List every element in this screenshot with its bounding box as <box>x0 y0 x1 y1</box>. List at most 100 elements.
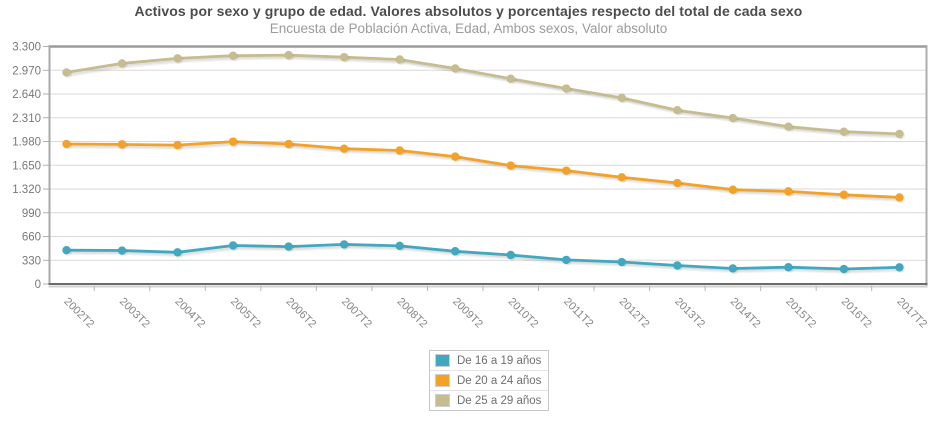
data-point[interactable] <box>62 245 71 255</box>
y-tick-label: 2.970 <box>12 65 41 77</box>
series-line-shadow <box>69 56 903 139</box>
data-point[interactable] <box>839 127 849 136</box>
data-point[interactable] <box>395 241 404 251</box>
gridlines <box>49 69 927 261</box>
data-point[interactable] <box>562 166 571 175</box>
x-tick-label: 2010T2 <box>506 296 541 331</box>
legend-label-25-29: De 25 a 29 años <box>457 394 542 407</box>
x-tick-label: 2009T2 <box>450 296 485 331</box>
data-point[interactable] <box>228 241 238 250</box>
y-tick-label: 2.310 <box>12 113 41 125</box>
y-tick-label: 330 <box>22 255 41 267</box>
series-1 <box>62 137 906 204</box>
y-tick-label: 990 <box>22 208 41 220</box>
data-point[interactable] <box>728 264 738 273</box>
data-point[interactable] <box>173 140 182 150</box>
data-point[interactable] <box>617 257 626 267</box>
data-point[interactable] <box>562 84 571 93</box>
legend-item-25-29: De 25 a 29 años <box>430 390 549 410</box>
data-point[interactable] <box>117 246 127 255</box>
series-2 <box>62 50 906 140</box>
x-tick-label: 2003T2 <box>117 296 152 331</box>
chart-legend: De 16 a 19 años De 20 a 24 años De 25 a … <box>429 350 550 411</box>
data-point[interactable] <box>228 137 238 146</box>
series-line-shadow <box>68 55 902 138</box>
data-point[interactable] <box>506 250 515 260</box>
data-point[interactable] <box>284 50 293 60</box>
data-point[interactable] <box>173 248 182 257</box>
data-point[interactable] <box>895 193 904 202</box>
x-tick-label: 2002T2 <box>61 296 96 331</box>
legend-label-16-19: De 16 a 19 años <box>457 354 542 367</box>
x-tick-label: 2004T2 <box>172 296 207 331</box>
data-point[interactable] <box>506 161 515 170</box>
x-tick-label: 2006T2 <box>283 296 318 331</box>
data-point[interactable] <box>339 240 349 249</box>
data-point[interactable] <box>228 51 238 60</box>
data-point[interactable] <box>784 122 793 131</box>
data-point[interactable] <box>617 93 626 103</box>
x-tick-label: 2008T2 <box>395 296 430 331</box>
chart-canvas[interactable]: 3.300 2.970 2.640 2.310 1.980 1.650 1.320 990 66… <box>0 0 937 345</box>
series-line-shadow <box>67 54 901 137</box>
data-point[interactable] <box>673 105 682 115</box>
legend-swatch-25-29 <box>435 394 450 407</box>
data-point[interactable] <box>451 152 460 161</box>
x-tick-label: 2016T2 <box>839 296 874 331</box>
data-point[interactable] <box>839 190 849 199</box>
y-tick-label: 1.980 <box>12 137 41 149</box>
data-point[interactable] <box>339 52 349 62</box>
plot-border <box>48 45 928 288</box>
data-point[interactable] <box>784 187 793 196</box>
data-point[interactable] <box>62 68 71 77</box>
y-tick-label: 2.640 <box>12 89 41 101</box>
legend-swatch-16-19 <box>435 354 450 367</box>
series-line-shadow <box>68 142 902 201</box>
data-point[interactable] <box>117 59 127 68</box>
data-point[interactable] <box>673 261 682 270</box>
legend-swatch-20-24 <box>435 374 450 387</box>
y-tick-label: 1.320 <box>12 184 41 196</box>
x-tick-label: 2014T2 <box>728 296 763 331</box>
x-axis: 2002T2 2003T2 2004T2 2005T2 2006T2 2007T2 2008… <box>61 285 929 331</box>
series-0 <box>62 240 906 275</box>
data-point[interactable] <box>784 263 793 272</box>
data-point[interactable] <box>62 139 71 149</box>
data-point[interactable] <box>284 242 293 251</box>
data-point[interactable] <box>728 113 738 123</box>
data-point[interactable] <box>895 263 904 272</box>
data-point[interactable] <box>395 55 404 64</box>
x-tick-label: 2013T2 <box>672 296 707 331</box>
data-point[interactable] <box>673 178 682 188</box>
legend-item-16-19: De 16 a 19 años <box>430 351 548 370</box>
data-point[interactable] <box>728 185 738 194</box>
series-line-shadow <box>69 143 903 203</box>
x-tick-label: 2005T2 <box>228 296 263 331</box>
x-tick-label: 2017T2 <box>894 296 929 331</box>
data-point[interactable] <box>617 173 626 182</box>
data-point[interactable] <box>451 247 460 256</box>
series-line-shadow <box>69 246 903 274</box>
y-tick-label: 660 <box>22 232 41 244</box>
legend-label-20-24: De 20 a 24 años <box>457 374 542 387</box>
data-point[interactable] <box>839 264 849 274</box>
data-point[interactable] <box>284 139 293 149</box>
y-tick-label: 1.650 <box>12 160 41 172</box>
data-point[interactable] <box>395 146 404 155</box>
data-point[interactable] <box>339 144 349 153</box>
y-tick-label: 0 <box>35 279 41 291</box>
data-point[interactable] <box>506 74 515 83</box>
data-point[interactable] <box>895 129 904 139</box>
series-line-shadow <box>68 245 902 273</box>
data-point[interactable] <box>173 54 182 63</box>
data-point[interactable] <box>117 140 127 149</box>
y-tick-label: 3.300 <box>12 42 41 54</box>
series-line <box>66 140 900 199</box>
y-axis: 3.300 2.970 2.640 2.310 1.980 1.650 1.320 990 66… <box>12 42 49 291</box>
data-point[interactable] <box>451 64 460 73</box>
data-point[interactable] <box>562 255 571 265</box>
x-tick-label: 2012T2 <box>617 296 652 331</box>
x-tick-label: 2007T2 <box>339 296 374 331</box>
x-tick-label: 2011T2 <box>561 296 595 330</box>
